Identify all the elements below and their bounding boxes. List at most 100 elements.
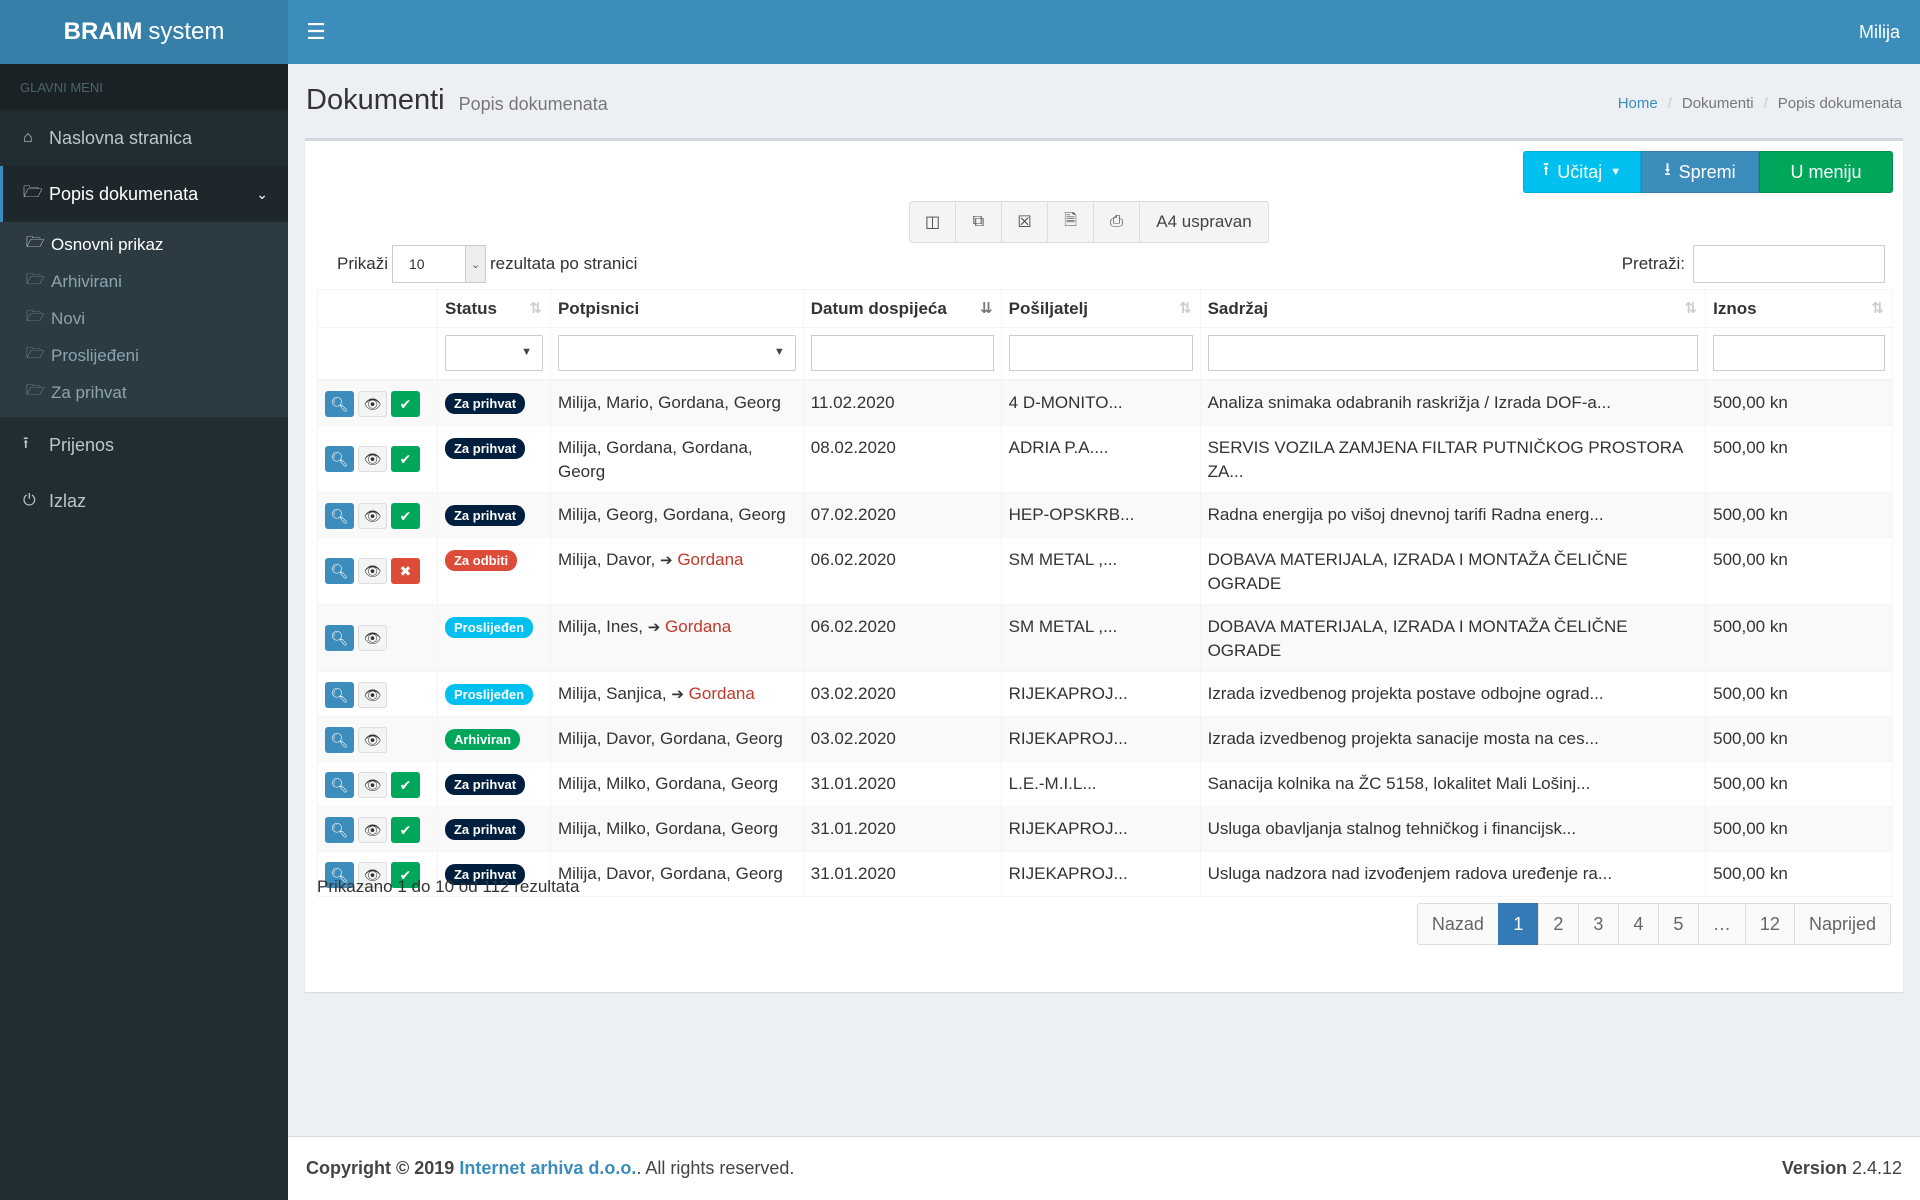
col-signers[interactable]: Potpisnici	[549, 289, 804, 328]
pagination-page[interactable]: 4	[1617, 903, 1659, 945]
sender-filter-input[interactable]	[1008, 335, 1193, 372]
status-badge: Za prihvat	[444, 504, 526, 526]
footer: Copyright © 2019 Internet arhiva d.o.o..…	[288, 1136, 1920, 1200]
breadcrumb-home[interactable]: Home	[1617, 94, 1658, 112]
arrow-circle-right-icon: ➔	[660, 551, 673, 569]
col-actions	[317, 289, 438, 328]
content-cell: Izrada izvedbenog projekta postave odboj…	[1199, 670, 1707, 717]
sender-cell: RIJEKAPROJ...	[1000, 850, 1201, 897]
col-amount[interactable]: Iznos ⇅	[1705, 289, 1893, 328]
sender-cell: 4 D-MONITO...	[1000, 379, 1201, 426]
submenu-item-za-prihvat[interactable]: 🗁 Za prihvat	[0, 374, 288, 411]
pagination-page[interactable]: 1	[1497, 903, 1539, 945]
check-icon[interactable]: ✔	[391, 861, 420, 888]
status-filter-select[interactable]: ▼	[444, 335, 543, 372]
amount-filter-input[interactable]	[1713, 335, 1885, 372]
zoom-icon[interactable]: 🔍︎	[325, 726, 354, 753]
search-input[interactable]	[1693, 245, 1885, 283]
pagination-page[interactable]: 3	[1577, 903, 1619, 945]
upload-button[interactable]: ⭱ Učitaj ▼	[1523, 151, 1641, 193]
col-status[interactable]: Status ⇅	[436, 289, 551, 328]
sort-desc-icon: ⇊	[980, 300, 993, 317]
zoom-icon[interactable]: 🔍︎	[325, 390, 354, 417]
main-content: Dokumenti Popis dokumenata Home / Dokume…	[288, 64, 1920, 1136]
sort-icon: ⇅	[529, 300, 542, 317]
close-icon[interactable]: ✖	[391, 557, 420, 584]
check-icon[interactable]: ✔	[391, 390, 420, 417]
footer-company-link[interactable]: Internet arhiva d.o.o.	[459, 1158, 637, 1178]
eye-icon[interactable]: 👁	[358, 816, 387, 843]
due-date-cell: 08.02.2020	[802, 424, 1002, 493]
submenu-item-arhivirani[interactable]: 🗁 Arhivirani	[0, 263, 288, 300]
eye-icon[interactable]: 👁	[358, 726, 387, 753]
pagination-page[interactable]: 12	[1744, 903, 1795, 945]
zoom-icon[interactable]: 🔍︎	[325, 681, 354, 708]
pagination-next[interactable]: Naprijed	[1793, 903, 1891, 945]
eye-icon[interactable]: 👁	[358, 624, 387, 651]
chevron-down-icon: ⌄	[256, 185, 268, 202]
content-filter-input[interactable]	[1207, 335, 1699, 372]
page-length-select[interactable]: 10 ⌄	[392, 245, 487, 283]
print-icon[interactable]: ⎙	[1094, 202, 1140, 242]
pdf-icon[interactable]: 🗎	[1048, 202, 1094, 242]
excel-icon[interactable]: ☒	[1002, 202, 1048, 242]
zoom-icon[interactable]: 🔍︎	[325, 624, 354, 651]
zoom-icon[interactable]: 🔍︎	[325, 816, 354, 843]
eye-icon[interactable]: 👁	[358, 445, 387, 472]
paper-format-button[interactable]: A4 uspravan	[1156, 212, 1252, 231]
table-row: 🔍︎ 👁 Arhiviran Milija, Davor, Gordana, Ge…	[317, 715, 1893, 762]
check-icon[interactable]: ✔	[391, 502, 420, 529]
sort-icon: ⇅	[1179, 300, 1192, 317]
sidebar-item-naslovna[interactable]: ⌂ Naslovna stranica	[23, 127, 193, 148]
save-button[interactable]: ⭳ Spremi	[1641, 151, 1759, 193]
columns-icon[interactable]: ◫	[910, 202, 956, 242]
zoom-icon[interactable]: 🔍︎	[325, 861, 354, 888]
content-cell: Izrada izvedbenog projekta sanacije most…	[1199, 715, 1707, 762]
pagination-page[interactable]: 5	[1657, 903, 1699, 945]
menu-toggle-button[interactable]: U meniju	[1759, 151, 1893, 193]
table-row: 🔍︎ 👁 ✖ Za odbiti Milija, Davor, ➔ Gordana …	[317, 536, 1893, 605]
breadcrumb-dokumenti[interactable]: Dokumenti	[1681, 94, 1754, 112]
eye-icon[interactable]: 👁	[358, 861, 387, 888]
zoom-icon[interactable]: 🔍︎	[325, 557, 354, 584]
col-sender[interactable]: Pošiljatelj ⇅	[1000, 289, 1201, 328]
pagination-page[interactable]: 2	[1537, 903, 1579, 945]
pagination-prev[interactable]: Nazad	[1416, 903, 1499, 945]
due-date-filter-input[interactable]	[810, 335, 994, 372]
sidebar-item-izlaz[interactable]: ⏻ Izlaz	[23, 490, 87, 511]
caret-down-icon: ▼	[1610, 166, 1622, 178]
eye-icon[interactable]: 👁	[358, 502, 387, 529]
eye-icon[interactable]: 👁	[358, 771, 387, 798]
content-cell: SERVIS VOZILA ZAMJENA FILTAR PUTNIČKOG P…	[1199, 424, 1707, 493]
table-row: 🔍︎ 👁 ✔ Za prihvat Milija, Davor, Gordana, …	[317, 850, 1893, 897]
status-badge: Za prihvat	[444, 818, 526, 840]
due-date-cell: 07.02.2020	[802, 491, 1002, 538]
zoom-icon[interactable]: 🔍︎	[325, 502, 354, 529]
submenu-item-osnovni-prikaz[interactable]: 🗁 Osnovni prikaz	[0, 226, 288, 263]
col-content[interactable]: Sadržaj ⇅	[1199, 289, 1707, 328]
content-header: Dokumenti Popis dokumenata Home / Dokume…	[288, 64, 1920, 136]
submenu-item-proslijedeni[interactable]: 🗁 Proslijeđeni	[0, 337, 288, 374]
check-icon[interactable]: ✔	[391, 445, 420, 472]
eye-icon[interactable]: 👁	[358, 681, 387, 708]
documents-box: ⭱ Učitaj ▼ ⭳ Spremi U meniju ◫ ⧉ ☒ 🗎 ⎙ A…	[305, 138, 1903, 992]
sidebar-item-prijenos[interactable]: ⭱ Prijenos	[0, 417, 288, 473]
eye-icon[interactable]: 👁	[358, 557, 387, 584]
table-row: 🔍︎ 👁 ✔ Za prihvat Milija, Milko, Gordana, …	[317, 805, 1893, 852]
signers-filter-select[interactable]: ▼	[557, 335, 796, 372]
eye-icon[interactable]: 👁	[358, 390, 387, 417]
signers-cell: Milija, Georg, Gordana, Georg	[549, 491, 804, 538]
submenu-item-novi[interactable]: 🗁 Novi	[0, 300, 288, 337]
hamburger-menu-icon[interactable]: ☰	[306, 19, 326, 44]
app-logo[interactable]: BRAIM system	[0, 0, 288, 64]
check-icon[interactable]: ✔	[391, 771, 420, 798]
user-menu[interactable]: Milija	[1858, 21, 1900, 42]
sidebar-item-popis-dokumenata[interactable]: 🗁 Popis dokumenata ⌄	[0, 166, 288, 222]
sender-cell: L.E.-M.I.L...	[1000, 760, 1201, 807]
col-due-date[interactable]: Datum dospijeća ⇊	[802, 289, 1002, 328]
check-icon[interactable]: ✔	[391, 816, 420, 843]
zoom-icon[interactable]: 🔍︎	[325, 771, 354, 798]
copy-icon[interactable]: ⧉	[956, 202, 1002, 242]
logo-rest-text: system	[148, 18, 225, 45]
zoom-icon[interactable]: 🔍︎	[325, 445, 354, 472]
